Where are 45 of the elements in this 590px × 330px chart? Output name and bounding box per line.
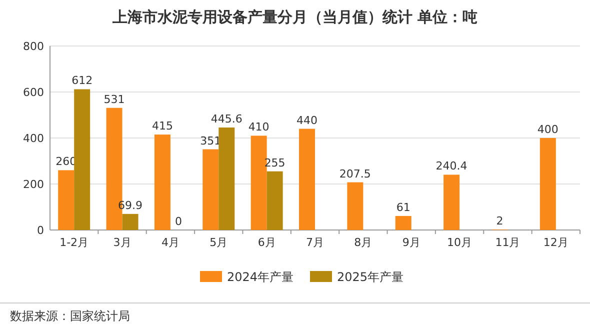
data-label: 415 [152, 120, 173, 133]
data-label: 0 [174, 215, 182, 228]
y-tick-label: 600 [23, 86, 44, 99]
bar [347, 182, 364, 230]
bar [74, 89, 90, 230]
data-label: 410 [248, 120, 270, 134]
legend-label: 2025年产量 [337, 270, 404, 284]
x-tick-label: 3月 [113, 236, 132, 249]
data-label: 240.4 [436, 160, 468, 173]
x-tick-label: 6月 [258, 236, 276, 249]
bar [122, 214, 138, 230]
bar [58, 170, 74, 230]
x-tick-label: 4月 [161, 236, 180, 249]
y-tick-label: 800 [23, 40, 44, 53]
y-tick-label: 0 [37, 224, 44, 237]
bar [202, 149, 219, 230]
data-label: 2 [496, 214, 504, 228]
data-label: 531 [104, 92, 125, 106]
bar [154, 134, 170, 230]
data-label: 440 [296, 114, 318, 127]
legend-label: 2024年产量 [227, 270, 294, 284]
y-tick-label: 200 [23, 178, 44, 191]
chart-title: 上海市水泥专用设备产量分月（当月值）统计 单位：吨 [111, 8, 478, 26]
bar [299, 128, 315, 230]
bar [250, 136, 267, 230]
x-tick-label: 9月 [402, 236, 420, 249]
x-tick-label: 1-2月 [60, 236, 89, 249]
bar [540, 138, 556, 230]
bar [444, 174, 460, 230]
x-tick-label: 7月 [306, 236, 324, 249]
source-note: 数据来源：国家统计局 [10, 309, 130, 323]
data-label: 400 [537, 123, 558, 136]
bar [266, 171, 283, 230]
x-tick-label: 12月 [543, 236, 568, 249]
bar [218, 128, 235, 230]
x-tick-label: 8月 [354, 236, 372, 249]
x-tick-label: 5月 [210, 236, 228, 249]
data-label: 612 [72, 74, 93, 88]
y-tick-label: 400 [23, 132, 44, 145]
data-label: 445.6 [210, 112, 242, 126]
data-label: 61 [396, 200, 410, 214]
x-tick-label: 10月 [447, 236, 472, 249]
data-label: 207.5 [339, 167, 371, 180]
bar [395, 216, 412, 230]
x-tick-label: 11月 [495, 236, 520, 249]
